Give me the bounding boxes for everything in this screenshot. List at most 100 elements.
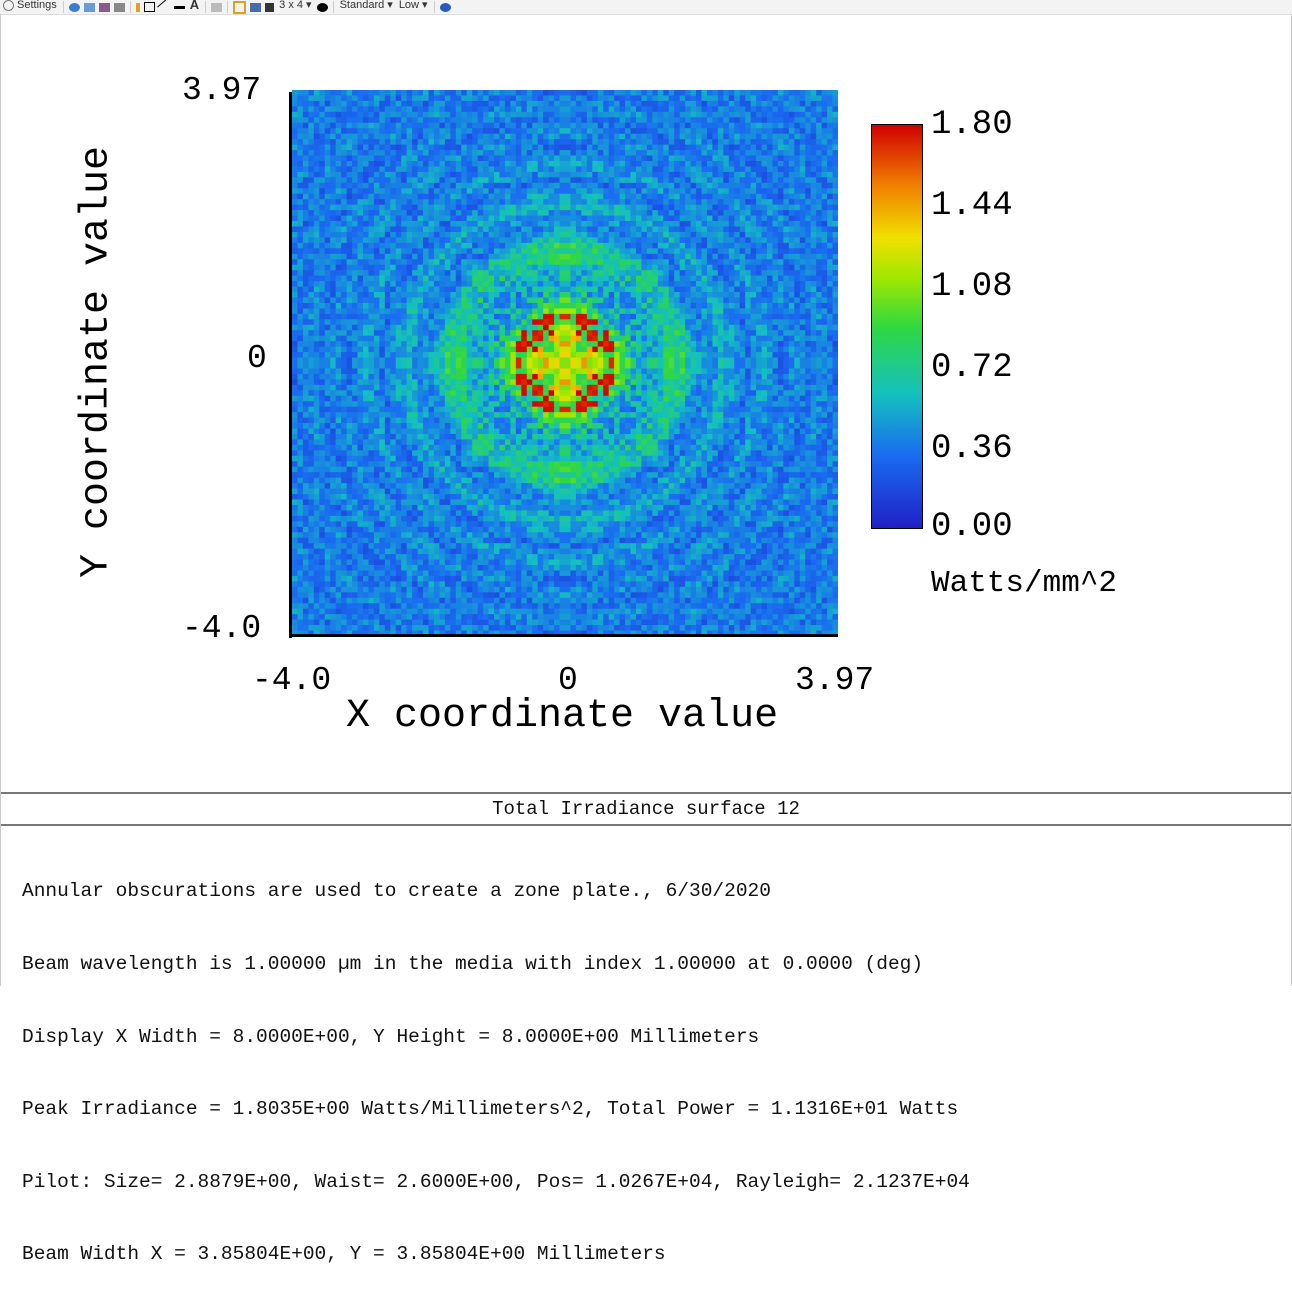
heatmap-cell [635,297,642,304]
heatmap-cell [362,166,369,173]
heatmap-cell [488,319,495,326]
heatmap-cell [483,139,489,145]
heatmap-cell [608,242,615,249]
heatmap-cell [777,242,784,249]
heatmap-cell [532,275,539,282]
heatmap-cell [761,210,768,216]
layers-icon[interactable] [265,2,275,12]
heatmap-cell [728,133,735,140]
heatmap-cell [450,144,457,151]
heatmap-cell [657,199,664,206]
heatmap-cell [603,253,610,260]
heatmap-cell [373,133,380,140]
heatmap-cell [827,341,833,348]
heatmap-cell [324,248,331,255]
heatmap-cell [368,193,375,200]
heatmap-cell [570,302,577,309]
heatmap-cell [777,177,784,184]
layout-dropdown[interactable]: 3 x 4 ▾ [279,0,312,11]
heatmap-cell [302,199,309,206]
heatmap-cell [292,111,298,118]
heatmap-cell [674,155,681,162]
settings-button[interactable]: Settings [0,0,60,12]
heatmap-cell [685,330,691,337]
heatmap-cell [690,248,697,255]
heatmap-cell [313,95,320,102]
heatmap-cell [597,319,604,326]
heatmap-cell [330,160,337,167]
heatmap-cell [417,133,424,140]
heatmap-cell [417,90,424,96]
sampling-dropdown[interactable]: Low ▾ [398,0,428,11]
settings-gear-icon[interactable] [316,2,328,12]
heatmap-cell [384,177,391,184]
heatmap-cell [510,188,517,195]
heatmap-cell [543,270,550,277]
heatmap-cell [635,231,642,238]
heatmap-cell [412,281,418,287]
heatmap-cell [466,210,473,216]
heatmap-cell [401,166,408,173]
heatmap-cell [439,237,446,244]
heatmap-cell [357,259,364,266]
heatmap-cell [412,308,418,315]
heatmap-cell [357,106,364,113]
save-icon[interactable] [98,2,110,12]
heatmap-cell [428,139,435,145]
heatmap-cell [384,139,391,145]
heatmap-cell [423,270,429,277]
heatmap-cell [548,90,555,96]
refresh-icon[interactable] [68,2,80,12]
heatmap-cell [308,139,315,145]
heatmap-cell [728,221,735,227]
grid-icon[interactable] [233,0,247,14]
heatmap-cell [313,139,320,145]
heatmap-cell [799,324,806,331]
help-icon[interactable] [439,2,451,12]
heatmap-cell [701,319,708,326]
heatmap-cell [728,177,735,184]
heatmap-cell [783,281,790,287]
heatmap-cell [455,117,462,124]
heatmap-cell [641,264,648,271]
print-icon[interactable] [113,2,125,12]
heatmap-cell [390,292,397,298]
heatmap-cell [816,204,823,211]
copy-icon[interactable] [83,2,95,12]
clipboard-icon[interactable] [211,2,223,12]
heatmap-cell [450,248,457,255]
heatmap-cell [466,139,473,145]
heatmap-cell [461,188,468,195]
heatmap-cell [499,182,506,189]
heatmap-cell [706,188,713,195]
heatmap-cell [428,95,435,102]
heatmap-cell [510,177,517,184]
heatmap-cell [302,330,309,337]
heatmap-cell [772,264,779,271]
line-icon[interactable] [156,0,172,14]
heatmap-cell [597,286,604,293]
heatmap-cell [417,253,424,260]
window-icon[interactable] [250,2,262,12]
heatmap-cell [745,226,752,233]
heatmap-cell [439,210,446,216]
heatmap-cell [313,160,320,167]
rectangle-icon[interactable] [143,2,155,12]
heatmap-cell [483,308,489,315]
heatmap-cell [395,160,402,167]
heatmap-cell [444,281,451,287]
heatmap-cell [706,166,713,173]
text-icon[interactable]: A [189,0,200,12]
heatmap-cell [450,281,457,287]
heatmap-cell [554,117,560,124]
quality-dropdown[interactable]: Standard ▾ [339,0,393,11]
heatmap-cell [526,150,533,156]
heatmap-cell [543,166,550,173]
heatmap-cell [439,231,446,238]
heatmap-cell [630,128,637,135]
pencil-icon[interactable] [135,2,140,12]
heatmap-cell [297,182,304,189]
heatmap-cell [548,292,555,298]
thick-line-icon[interactable] [173,5,185,9]
heatmap-cell [368,160,375,167]
